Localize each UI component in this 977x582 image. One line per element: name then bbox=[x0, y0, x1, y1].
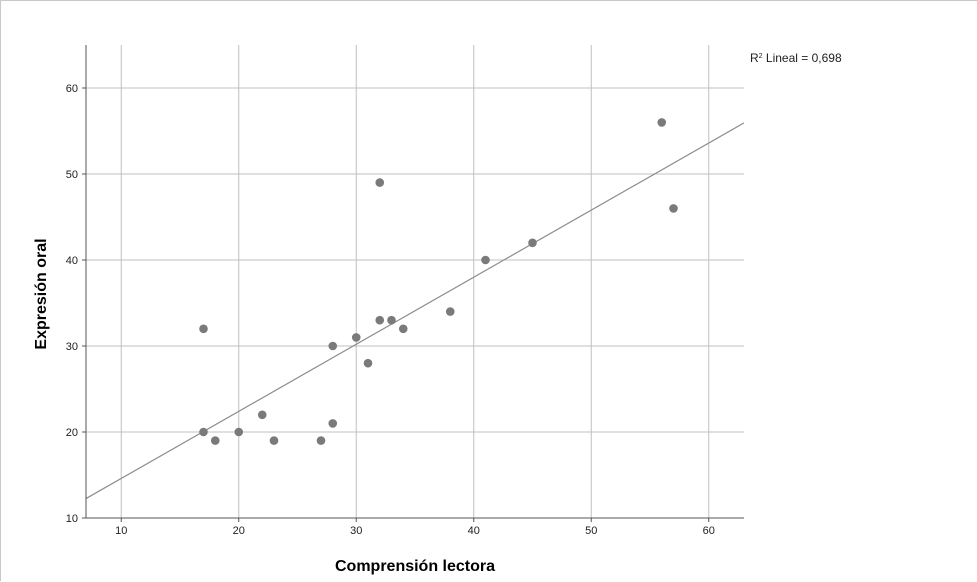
grid-lines bbox=[86, 45, 744, 519]
fit-line-layer bbox=[85, 122, 745, 500]
scatter-point bbox=[210, 436, 220, 445]
x-tick-label: 50 bbox=[585, 525, 597, 537]
r2-text: Lineal = 0,698 bbox=[763, 51, 842, 65]
labels: Comprensión lectora Expresión oral R2 Li… bbox=[33, 51, 842, 575]
scatter-point bbox=[257, 410, 267, 420]
scatter-point bbox=[669, 204, 678, 213]
scatter-point bbox=[528, 238, 537, 248]
x-tick-label: 60 bbox=[703, 525, 715, 537]
scatter-point bbox=[481, 255, 490, 265]
y-axis-title: Expresión oral bbox=[33, 238, 50, 349]
scatter-point bbox=[328, 419, 338, 428]
y-tick-label: 10 bbox=[66, 513, 78, 525]
axes bbox=[82, 45, 744, 522]
scatter-point bbox=[199, 427, 208, 437]
scatter-point bbox=[199, 324, 208, 334]
scatter-point bbox=[445, 307, 455, 316]
scatter-point bbox=[363, 358, 373, 368]
x-tick-label: 10 bbox=[115, 525, 127, 537]
x-axis-title: Comprensión lectora bbox=[335, 558, 495, 575]
y-tick-label: 50 bbox=[66, 169, 78, 181]
regression-line bbox=[85, 122, 745, 500]
scatter-point bbox=[269, 436, 279, 445]
scatter-point bbox=[375, 178, 385, 187]
y-tick-label: 30 bbox=[66, 341, 78, 353]
r2-prefix: R bbox=[750, 51, 759, 65]
scatter-point bbox=[316, 436, 326, 445]
scatter-point bbox=[351, 333, 361, 342]
x-tick-label: 30 bbox=[350, 525, 362, 537]
scatter-point bbox=[375, 315, 385, 325]
r2-superscript: 2 bbox=[759, 53, 763, 60]
x-tick-label: 20 bbox=[233, 525, 245, 537]
data-points bbox=[199, 118, 678, 445]
y-tick-label: 60 bbox=[66, 83, 78, 95]
y-tick-label: 20 bbox=[66, 427, 78, 439]
y-tick-label: 40 bbox=[66, 255, 78, 267]
scatter-point bbox=[398, 324, 408, 334]
scatter-point bbox=[328, 341, 338, 351]
scatter-point bbox=[234, 427, 244, 437]
x-tick-label: 40 bbox=[468, 525, 480, 537]
scatter-point bbox=[657, 118, 667, 127]
r2-fit-label: R2 Lineal = 0,698 bbox=[750, 51, 842, 65]
scatter-point bbox=[387, 315, 396, 325]
